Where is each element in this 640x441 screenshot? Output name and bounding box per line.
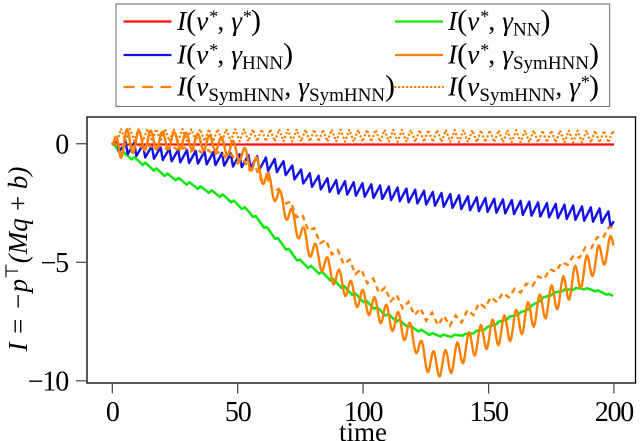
svg-text:50: 50 [225,397,251,428]
svg-text:0: 0 [55,130,68,161]
svg-text:I(vSymHNN, γ*): I(vSymHNN, γ*) [447,70,599,107]
svg-text:time: time [339,417,387,441]
svg-text:150: 150 [469,397,508,428]
svg-text:I = −p⊤(Mq + b): I = −p⊤(Mq + b) [2,167,33,353]
svg-text:200: 200 [595,397,634,428]
svg-text:100: 100 [344,397,383,428]
svg-text:0: 0 [106,397,119,428]
svg-text:−10: −10 [28,367,68,398]
svg-text:−5: −5 [41,248,69,279]
svg-text:I(v*, γNN): I(v*, γNN) [447,4,550,41]
